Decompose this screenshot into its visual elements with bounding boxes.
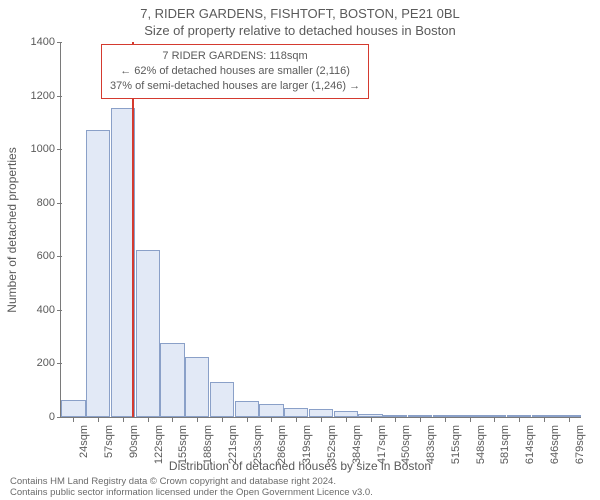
x-tick-label: 24sqm bbox=[78, 425, 90, 458]
y-tick: 1200 bbox=[31, 90, 61, 102]
y-tick: 400 bbox=[37, 304, 61, 316]
x-tick-mark bbox=[247, 417, 248, 422]
legend-line-3: 37% of semi-detached houses are larger (… bbox=[110, 79, 360, 94]
y-tick: 800 bbox=[37, 197, 61, 209]
x-tick-mark bbox=[544, 417, 545, 422]
footer-line-2: Contains public sector information licen… bbox=[10, 487, 373, 498]
x-tick-mark bbox=[197, 417, 198, 422]
x-tick-mark bbox=[296, 417, 297, 422]
x-tick-mark bbox=[123, 417, 124, 422]
x-tick-mark bbox=[569, 417, 570, 422]
histogram-bar bbox=[185, 357, 209, 417]
histogram-bar bbox=[160, 343, 184, 417]
plot-area: 7 RIDER GARDENS: 118sqm ← 62% of detache… bbox=[60, 42, 581, 418]
x-tick-mark bbox=[73, 417, 74, 422]
y-tick: 1000 bbox=[31, 143, 61, 155]
legend-line-2: ← 62% of detached houses are smaller (2,… bbox=[110, 64, 360, 79]
x-tick-mark bbox=[346, 417, 347, 422]
y-axis-label: Number of detached properties bbox=[5, 147, 19, 312]
marker-legend-box: 7 RIDER GARDENS: 118sqm ← 62% of detache… bbox=[101, 44, 369, 99]
title-subtitle: Size of property relative to detached ho… bbox=[0, 23, 600, 38]
histogram-bar bbox=[259, 404, 283, 417]
y-tick: 0 bbox=[49, 411, 61, 423]
x-tick-mark bbox=[371, 417, 372, 422]
x-tick-mark bbox=[494, 417, 495, 422]
x-axis-label: Distribution of detached houses by size … bbox=[0, 459, 600, 473]
histogram-bar bbox=[309, 409, 333, 417]
histogram-bar bbox=[86, 130, 110, 417]
histogram-bar bbox=[235, 401, 259, 417]
x-tick-label: 90sqm bbox=[128, 425, 140, 458]
legend-line-1: 7 RIDER GARDENS: 118sqm bbox=[110, 49, 360, 64]
x-tick-mark bbox=[470, 417, 471, 422]
x-tick-mark bbox=[222, 417, 223, 422]
y-tick: 200 bbox=[37, 357, 61, 369]
y-tick: 1400 bbox=[31, 36, 61, 48]
chart-container: 7, RIDER GARDENS, FISHTOFT, BOSTON, PE21… bbox=[0, 0, 600, 500]
x-tick-mark bbox=[445, 417, 446, 422]
histogram-bar bbox=[210, 382, 234, 417]
x-tick-mark bbox=[271, 417, 272, 422]
footer-line-1: Contains HM Land Registry data © Crown c… bbox=[10, 476, 336, 487]
x-tick-mark bbox=[321, 417, 322, 422]
x-tick-label: 57sqm bbox=[103, 425, 115, 458]
histogram-bar bbox=[136, 250, 160, 417]
x-tick-mark bbox=[395, 417, 396, 422]
y-tick: 600 bbox=[37, 250, 61, 262]
x-tick-mark bbox=[172, 417, 173, 422]
x-tick-mark bbox=[420, 417, 421, 422]
histogram-bar bbox=[61, 400, 85, 417]
x-tick-mark bbox=[519, 417, 520, 422]
title-address: 7, RIDER GARDENS, FISHTOFT, BOSTON, PE21… bbox=[0, 6, 600, 21]
x-tick-mark bbox=[148, 417, 149, 422]
histogram-bar bbox=[284, 408, 308, 417]
x-tick-mark bbox=[98, 417, 99, 422]
